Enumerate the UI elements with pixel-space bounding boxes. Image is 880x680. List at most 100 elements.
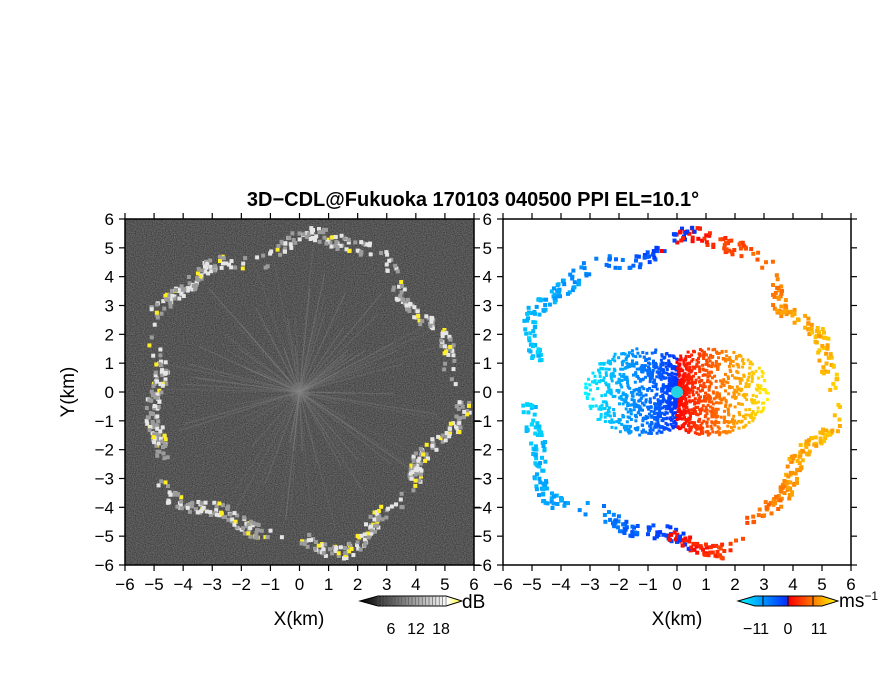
velocity-clutter-cell xyxy=(592,380,596,384)
velocity-clutter-cell xyxy=(711,402,715,406)
velocity-echo-cell xyxy=(798,466,803,471)
velocity-echo-cell xyxy=(826,369,831,374)
reflectivity-echo-cell xyxy=(407,474,412,479)
velocity-clutter-cell xyxy=(757,386,761,390)
reflectivity-echo-cell xyxy=(366,535,371,540)
velocity-clutter-cell xyxy=(663,412,667,416)
velocity-clutter-cell xyxy=(584,382,588,386)
velocity-clutter-cell xyxy=(765,398,769,401)
reflectivity-echo-cell xyxy=(248,534,253,539)
velocity-clutter-cell xyxy=(693,421,697,425)
velocity-echo-cell xyxy=(539,430,544,435)
velocity-clutter-cell xyxy=(671,383,675,387)
clutter-streak xyxy=(184,391,300,425)
velocity-clutter-cell xyxy=(667,361,671,365)
velocity-clutter-cell xyxy=(761,408,765,412)
velocity-echo-cell xyxy=(680,543,685,548)
velocity-clutter-cell xyxy=(662,426,666,430)
velocity-echo-cell xyxy=(795,458,800,463)
velocity-clutter-cell xyxy=(649,432,653,435)
velocity-echo-cell xyxy=(814,340,819,345)
velocity-clutter-cell xyxy=(704,397,708,401)
reflectivity-echo-cell xyxy=(168,304,173,309)
y-tick-label: 6 xyxy=(105,210,114,229)
reflectivity-echo-cell xyxy=(419,468,424,473)
reflectivity-echo-cell xyxy=(204,259,208,264)
reflectivity-echo-cell xyxy=(149,307,154,312)
velocity-clutter-cell xyxy=(697,432,701,436)
velocity-clutter-cell xyxy=(634,419,638,423)
reflectivity-echo-cell xyxy=(241,526,246,531)
reflectivity-echo-cell xyxy=(149,389,154,394)
velocity-clutter-cell xyxy=(635,362,639,366)
reflectivity-echo-cell xyxy=(398,497,403,502)
velocity-echo-cell xyxy=(783,298,788,303)
reflectivity-echo-cell xyxy=(234,525,239,530)
velocity-echo-cell xyxy=(631,263,636,268)
velocity-echo-cell xyxy=(784,481,789,486)
velocity-echo-cell xyxy=(522,318,527,323)
velocity-echo-cell xyxy=(771,283,775,287)
velocity-clutter-cell xyxy=(742,414,745,418)
velocity-clutter-cell xyxy=(743,395,747,399)
velocity-echo-cell xyxy=(620,258,625,262)
velocity-clutter-cell xyxy=(707,394,710,398)
reflectivity-echo-cell xyxy=(395,269,400,274)
velocity-clutter-cell xyxy=(620,397,624,401)
reflectivity-echo-cell xyxy=(384,262,389,267)
velocity-clutter-cell xyxy=(627,428,631,431)
clutter-streak xyxy=(298,391,311,509)
velocity-clutter-cell xyxy=(632,408,636,412)
velocity-clutter-cell xyxy=(648,428,652,432)
velocity-echo-cell xyxy=(526,410,531,415)
velocity-clutter-cell xyxy=(632,400,636,404)
x-tick-label: 6 xyxy=(846,575,855,594)
velocity-echo-cell xyxy=(672,530,677,535)
reflectivity-echo-cell xyxy=(408,467,413,472)
reflectivity-echo-cell xyxy=(313,546,317,551)
velocity-clutter-cell xyxy=(677,407,681,411)
velocity-echo-cell xyxy=(807,438,811,443)
velocity-clutter-cell xyxy=(652,380,655,384)
velocity-clutter-cell xyxy=(745,398,749,402)
velocity-clutter-cell xyxy=(599,407,603,411)
velocity-clutter-cell xyxy=(680,417,684,421)
x-tick-label: 4 xyxy=(788,575,797,594)
reflectivity-echo-cell xyxy=(467,403,471,408)
reflectivity-echo-cell xyxy=(412,315,417,320)
clutter-streak xyxy=(262,323,301,393)
reflectivity-echo-cell xyxy=(417,456,422,461)
reflectivity-echo-cell xyxy=(199,501,204,506)
clutter-streak xyxy=(299,342,395,393)
velocity-echo-cell xyxy=(543,500,548,505)
clutter-streak xyxy=(233,391,301,513)
clutter-streak xyxy=(235,391,301,491)
velocity-clutter-cell xyxy=(764,389,768,393)
velocity-clutter-cell xyxy=(624,407,628,411)
velocity-echo-cell xyxy=(732,248,737,252)
velocity-echo-cell xyxy=(533,431,538,436)
clutter-streak xyxy=(299,391,359,461)
velocity-clutter-cell xyxy=(645,351,649,355)
reflectivity-echo-cell xyxy=(159,311,164,316)
velocity-echo-cell xyxy=(530,403,535,408)
velocity-clutter-cell xyxy=(669,422,673,426)
velocity-clutter-cell xyxy=(629,390,633,394)
reflectivity-echo-cell xyxy=(167,293,172,298)
velocity-clutter-cell xyxy=(638,379,642,383)
velocity-echo-cell xyxy=(795,317,800,322)
velocity-clutter-cell xyxy=(724,420,728,424)
velocity-clutter-cell xyxy=(675,360,679,364)
velocity-clutter-cell xyxy=(744,408,748,412)
velocity-clutter-cell xyxy=(642,355,646,359)
velocity-echo-cell xyxy=(533,343,538,348)
velocity-clutter-cell xyxy=(695,391,699,395)
velocity-clutter-cell xyxy=(610,425,614,429)
velocity-echo-cell xyxy=(710,550,715,555)
velocity-clutter-cell xyxy=(673,372,677,376)
velocity-clutter-cell xyxy=(643,364,647,368)
reflectivity-echo-cell xyxy=(428,323,433,328)
velocity-echo-cell xyxy=(727,248,732,253)
velocity-clutter-cell xyxy=(675,379,679,383)
reflectivity-echo-cell xyxy=(191,283,196,288)
